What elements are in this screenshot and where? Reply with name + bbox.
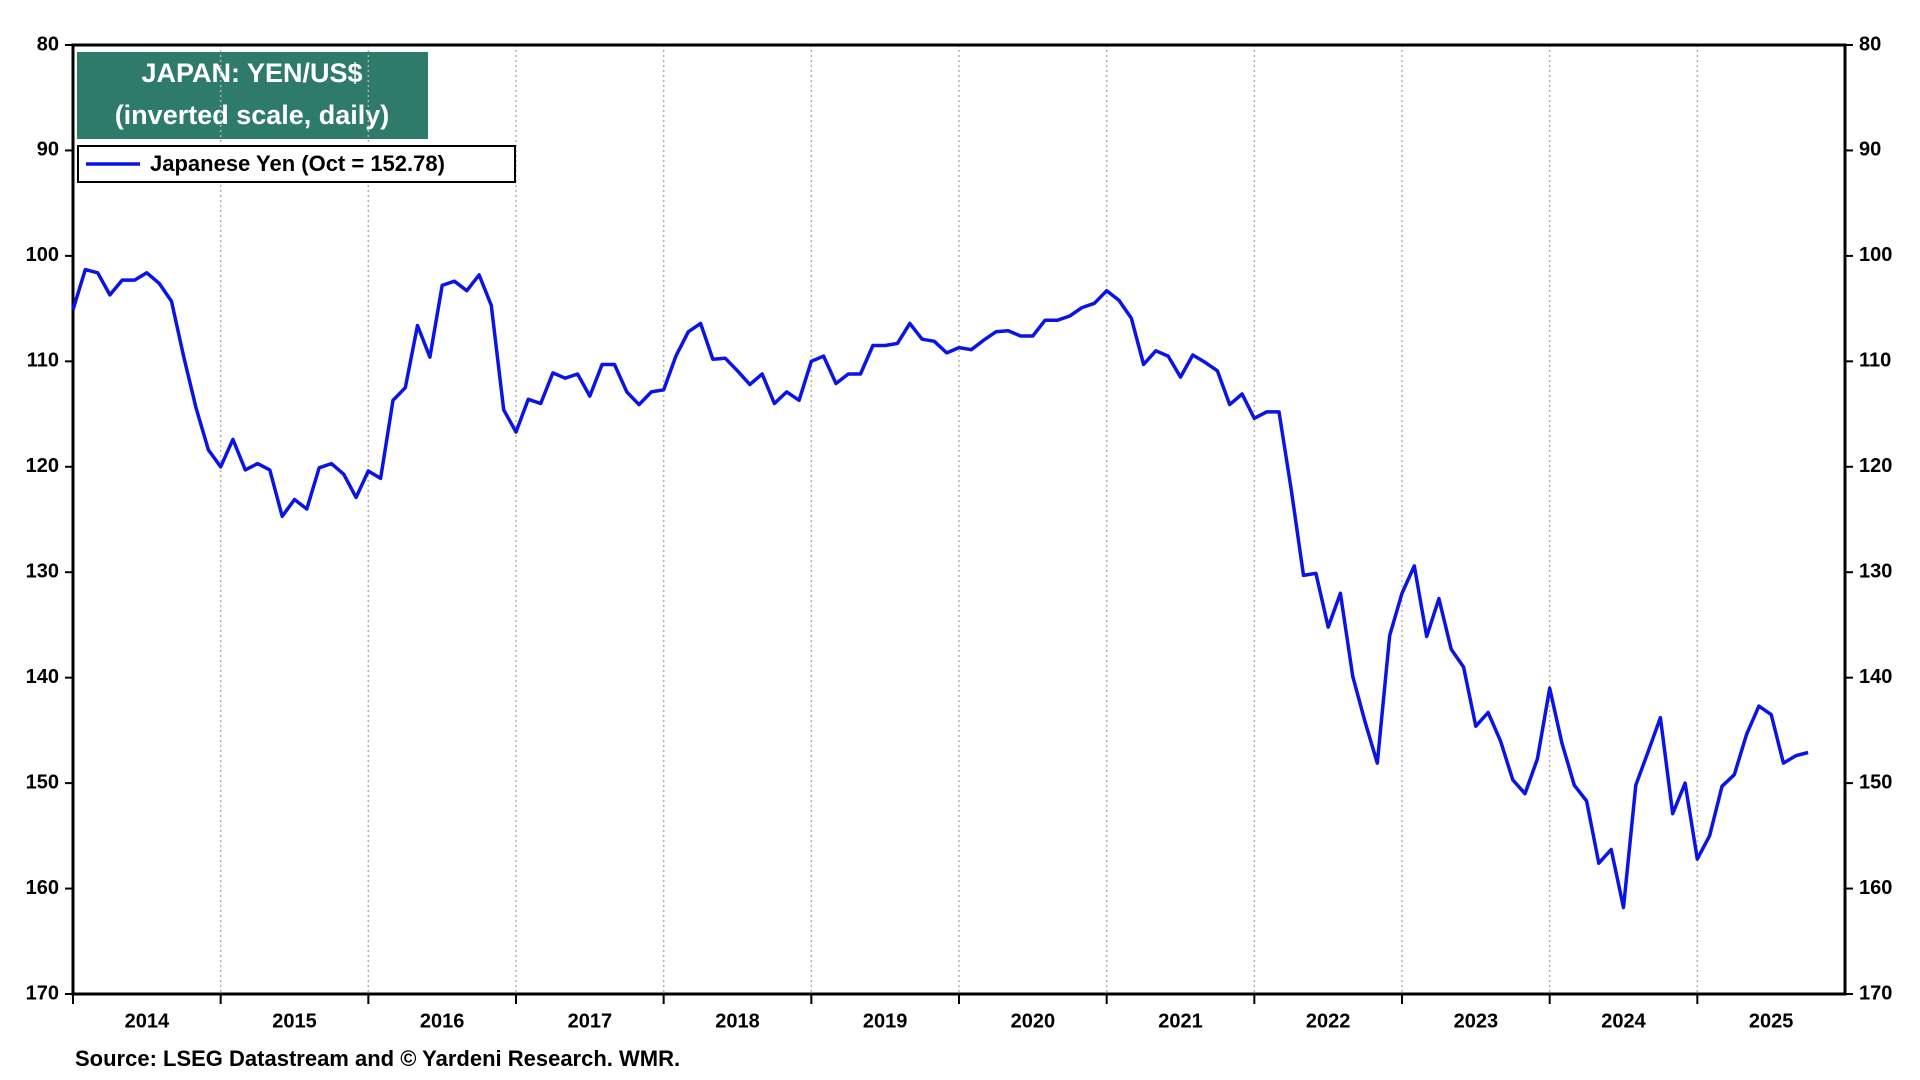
y-tick-label: 110 [27, 350, 59, 372]
x-tick-label: 2024 [1601, 1010, 1646, 1032]
title-box [77, 52, 428, 139]
legend-label: Japanese Yen (Oct = 152.78) [150, 151, 445, 176]
x-tick-label: 2021 [1158, 1010, 1203, 1032]
y-tick-label: 150 [26, 771, 59, 793]
y-tick-label-right: 90 [1859, 139, 1881, 161]
source-note: Source: LSEG Datastream and © Yardeni Re… [75, 1046, 680, 1071]
chart-title: JAPAN: YEN/US$ [141, 58, 362, 88]
x-tick-label: 2015 [272, 1010, 317, 1032]
y-tick-label-right: 100 [1859, 244, 1892, 266]
y-tick-label: 170 [26, 982, 59, 1004]
x-tick-label: 2020 [1011, 1010, 1056, 1032]
y-tick-label: 120 [26, 455, 59, 477]
y-tick-label-right: 140 [1859, 666, 1892, 688]
x-tick-label: 2016 [420, 1010, 465, 1032]
y-tick-label-right: 110 [1859, 350, 1891, 372]
x-tick-label: 2017 [568, 1010, 613, 1032]
y-tick-label: 100 [26, 244, 59, 266]
x-tick-label: 2018 [715, 1010, 760, 1032]
y-tick-label: 80 [37, 33, 59, 55]
y-tick-label-right: 130 [1859, 561, 1892, 583]
x-tick-label: 2025 [1749, 1010, 1794, 1032]
x-tick-label: 2019 [863, 1010, 908, 1032]
y-tick-label: 160 [26, 877, 59, 899]
y-tick-label-right: 150 [1859, 771, 1892, 793]
y-tick-label-right: 160 [1859, 877, 1892, 899]
y-tick-label: 90 [37, 139, 59, 161]
chart-subtitle: (inverted scale, daily) [115, 100, 390, 130]
y-tick-label: 130 [26, 561, 59, 583]
plot-frame [71, 43, 1847, 996]
y-tick-label: 140 [26, 666, 59, 688]
legend-box [77, 145, 516, 183]
x-tick-label: 2023 [1454, 1010, 1499, 1032]
data-line [71, 267, 1809, 910]
x-tick-label: 2022 [1306, 1010, 1351, 1032]
y-tick-label-right: 170 [1859, 982, 1892, 1004]
x-tick-label: 2014 [125, 1010, 170, 1032]
y-tick-label-right: 120 [1859, 455, 1892, 477]
y-tick-label-right: 80 [1859, 33, 1881, 55]
